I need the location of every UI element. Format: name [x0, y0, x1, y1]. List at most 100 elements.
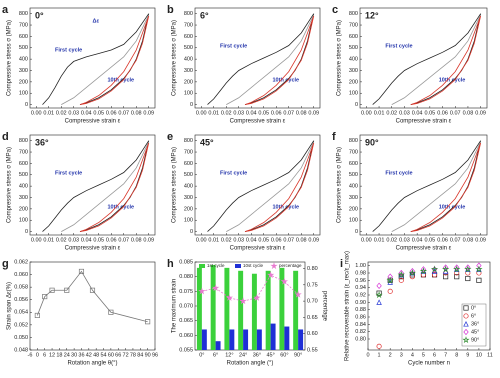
x-tick-label: 0.09: [143, 237, 154, 243]
series-line: [372, 140, 482, 232]
y-tick-label: 700: [349, 149, 358, 155]
x-tick-label: 36: [78, 352, 84, 358]
marker: [49, 287, 55, 293]
marker: [476, 270, 482, 276]
marker: [78, 268, 85, 274]
marker: [198, 287, 206, 295]
marker: [454, 270, 460, 276]
y-axis-label: Compressive stress σ (MPa): [337, 147, 343, 223]
annotation: 10th cycle: [108, 77, 135, 83]
y-tick-label: 0.96: [355, 278, 366, 284]
x-tick-label: 6: [433, 352, 436, 358]
y-tick-label: 600: [349, 34, 358, 40]
x-tick-label: 0.08: [463, 110, 474, 116]
y-tick-label: 400: [184, 57, 193, 63]
series-line: [207, 140, 315, 232]
x-tick-label: 0.03: [233, 110, 244, 116]
y2-tick-label: 0.70: [307, 299, 318, 305]
marker: [212, 284, 220, 292]
panel-title: 12°: [365, 10, 379, 20]
marker: [463, 321, 469, 327]
marker: [376, 290, 382, 296]
x-tick-label: 4: [411, 352, 414, 358]
bar: [279, 267, 285, 350]
y-tick-label: 0.065: [179, 318, 193, 324]
x-tick-label: 0.07: [450, 110, 461, 116]
x-tick-label: 3: [400, 352, 403, 358]
legend-label: 1st cycle: [207, 263, 225, 268]
x-tick-label: 0.00: [31, 110, 42, 116]
x-tick-label: 0.03: [233, 237, 244, 243]
x-tick-label: 0.08: [131, 237, 142, 243]
y-tick-label: 0.060: [179, 333, 193, 339]
marker: [443, 274, 449, 280]
y-tick-label: 500: [184, 45, 193, 51]
y-tick-label: 300: [19, 195, 28, 201]
x-axis-label: Compressive strain ε: [65, 246, 121, 252]
legend-label: 0°: [471, 305, 476, 311]
marker: [64, 287, 70, 293]
x-tick-label: 0.04: [81, 110, 92, 116]
y-tick-label: 100: [19, 91, 28, 97]
plot-frame: [29, 7, 156, 109]
y-tick-label: 100: [349, 91, 358, 97]
x-tick-label: 96: [152, 352, 158, 358]
x-tick-label: 12: [49, 352, 55, 358]
x-tick-label: 0.08: [463, 237, 474, 243]
marker: [475, 265, 483, 273]
bar: [196, 267, 202, 350]
marker: [376, 299, 382, 305]
y2-tick-label: 0.75: [307, 282, 318, 288]
y-tick-label: 100: [184, 91, 193, 97]
y-tick-label: 0.050: [14, 335, 28, 341]
y-tick-label: 200: [349, 79, 358, 85]
y-axis-label: Compressive stress σ (MPa): [172, 20, 178, 96]
x-tick-label: 0: [36, 352, 39, 358]
x-tick-label: 60: [108, 352, 114, 358]
x-tick-label: 0.09: [475, 110, 486, 116]
x-tick-label: 0.05: [424, 237, 435, 243]
marker: [465, 275, 471, 282]
y-tick-label: 800: [349, 138, 358, 144]
bar: [210, 264, 216, 350]
y-tick-label: 300: [349, 68, 358, 74]
x-tick-label: 0.01: [43, 110, 54, 116]
y-tick-label: 600: [349, 161, 358, 167]
marker: [453, 265, 461, 273]
annotation: First cycle: [385, 170, 412, 176]
y-axis-label: Strain span Δε(%): [7, 282, 13, 330]
legend-label: 10st cycle: [243, 263, 264, 268]
x-axis-label: Compressive strain ε: [396, 246, 452, 252]
x-tick-label: 90: [145, 352, 151, 358]
y-tick-label: 300: [19, 68, 28, 74]
panel-title: 36°: [35, 137, 49, 147]
y-tick-label: 100: [184, 218, 193, 224]
x-axis-label: Rotation angle θ(°): [67, 361, 117, 367]
plot-frame: [359, 7, 488, 109]
marker: [463, 328, 469, 336]
x-tick-label: 0.03: [68, 110, 79, 116]
panel-label: d: [2, 131, 9, 143]
x-tick-label: 0.06: [106, 237, 117, 243]
y-tick-label: 800: [349, 11, 358, 17]
y-tick-label: 300: [184, 195, 193, 201]
y-axis-label: Relative recoverable strain (ε_rec/ε_max…: [345, 251, 351, 361]
x-tick-label: 24: [64, 352, 70, 358]
y2-tick-label: 0.80: [307, 266, 318, 272]
marker: [463, 313, 469, 319]
x-tick-label: 0.04: [412, 237, 423, 243]
marker: [225, 294, 233, 301]
x-axis-label: Compressive strain ε: [396, 119, 452, 125]
x-tick-label: 0.04: [412, 110, 423, 116]
series-line: [226, 141, 315, 232]
y-axis-label: The maximum strain: [172, 279, 178, 333]
y-axis-label: Compressive stress σ (MPa): [337, 20, 343, 96]
x-tick-label: 66: [115, 352, 121, 358]
y-tick-label: 100: [19, 218, 28, 224]
marker: [442, 265, 450, 273]
y-tick-label: 700: [184, 22, 193, 28]
panel-label: f: [332, 131, 336, 143]
x-tick-label: 0.04: [246, 237, 257, 243]
y-tick-label: 500: [19, 172, 28, 178]
plot-frame: [29, 261, 156, 351]
